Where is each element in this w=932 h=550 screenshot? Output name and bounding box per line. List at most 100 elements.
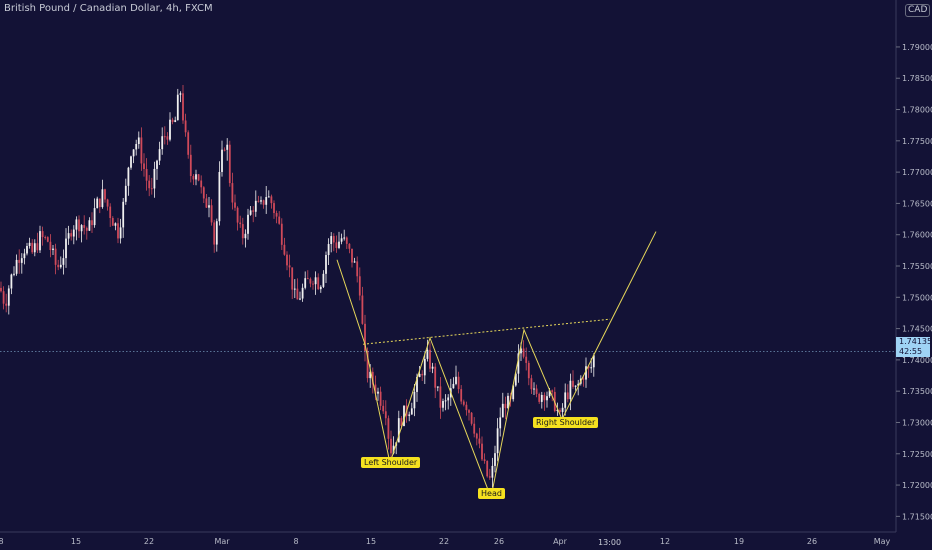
- candle[interactable]: [390, 430, 392, 461]
- candle[interactable]: [182, 84, 184, 124]
- candle[interactable]: [241, 217, 244, 245]
- candle[interactable]: [286, 251, 288, 271]
- candle[interactable]: [101, 179, 104, 209]
- candle[interactable]: [0, 281, 2, 293]
- candle[interactable]: [130, 155, 132, 170]
- candle[interactable]: [351, 248, 353, 268]
- candle[interactable]: [124, 178, 127, 205]
- candle[interactable]: [296, 278, 299, 300]
- candle[interactable]: [62, 249, 65, 275]
- candle[interactable]: [530, 374, 533, 395]
- candle[interactable]: [18, 249, 21, 274]
- candle[interactable]: [514, 372, 517, 387]
- candle[interactable]: [540, 391, 543, 409]
- candle[interactable]: [273, 200, 275, 219]
- candle[interactable]: [70, 229, 73, 241]
- candle[interactable]: [564, 383, 567, 416]
- head-label[interactable]: Head: [478, 488, 505, 499]
- candle[interactable]: [434, 363, 437, 399]
- candle[interactable]: [267, 190, 270, 198]
- candle[interactable]: [57, 259, 60, 271]
- candle[interactable]: [379, 386, 382, 411]
- candle[interactable]: [408, 411, 411, 422]
- candle[interactable]: [41, 226, 44, 246]
- candle[interactable]: [507, 392, 509, 409]
- candle[interactable]: [343, 229, 346, 241]
- candle[interactable]: [293, 279, 296, 299]
- candle[interactable]: [475, 432, 478, 446]
- candle[interactable]: [306, 270, 309, 280]
- candle[interactable]: [132, 149, 135, 164]
- candle[interactable]: [319, 285, 322, 293]
- candle[interactable]: [20, 253, 23, 274]
- candle[interactable]: [338, 231, 340, 250]
- candle[interactable]: [208, 197, 210, 218]
- candle[interactable]: [213, 219, 216, 253]
- candle[interactable]: [572, 370, 574, 389]
- candle[interactable]: [46, 236, 49, 243]
- candle[interactable]: [156, 159, 158, 180]
- candle[interactable]: [75, 216, 78, 241]
- candle[interactable]: [457, 371, 460, 394]
- candle[interactable]: [317, 273, 320, 291]
- candle[interactable]: [228, 140, 231, 187]
- candle[interactable]: [275, 210, 278, 224]
- candle[interactable]: [270, 194, 273, 209]
- candle[interactable]: [494, 445, 496, 473]
- candle[interactable]: [587, 364, 590, 378]
- candle[interactable]: [106, 198, 109, 211]
- candle[interactable]: [525, 347, 528, 371]
- candle[interactable]: [384, 400, 387, 426]
- candle[interactable]: [345, 236, 348, 249]
- candle[interactable]: [36, 232, 39, 253]
- candle[interactable]: [226, 138, 229, 161]
- candle[interactable]: [72, 225, 75, 245]
- candle[interactable]: [481, 436, 483, 462]
- candle[interactable]: [249, 206, 252, 216]
- candle[interactable]: [265, 186, 268, 214]
- candle[interactable]: [262, 199, 265, 209]
- candle[interactable]: [288, 254, 291, 278]
- candle[interactable]: [26, 242, 28, 256]
- candle[interactable]: [205, 194, 208, 208]
- candle[interactable]: [504, 396, 507, 420]
- candle[interactable]: [436, 386, 439, 392]
- candle[interactable]: [260, 196, 262, 205]
- candle[interactable]: [314, 271, 317, 295]
- candle[interactable]: [13, 266, 15, 277]
- candle[interactable]: [169, 112, 171, 142]
- candle[interactable]: [33, 239, 36, 257]
- candle[interactable]: [527, 360, 530, 386]
- candle[interactable]: [517, 344, 520, 383]
- candle[interactable]: [202, 186, 205, 204]
- right-shoulder-label[interactable]: Right Shoulder: [533, 417, 599, 428]
- candle[interactable]: [470, 411, 473, 426]
- candle[interactable]: [78, 215, 80, 238]
- candle[interactable]: [439, 377, 442, 419]
- candle[interactable]: [161, 127, 164, 155]
- candle[interactable]: [574, 385, 577, 391]
- candle[interactable]: [462, 399, 465, 407]
- candle[interactable]: [423, 352, 426, 385]
- candle[interactable]: [483, 453, 486, 464]
- candle[interactable]: [358, 267, 361, 301]
- candle[interactable]: [10, 273, 13, 295]
- candle[interactable]: [460, 385, 463, 405]
- candle[interactable]: [109, 203, 112, 227]
- candle[interactable]: [135, 139, 138, 156]
- candle[interactable]: [215, 218, 218, 252]
- candle[interactable]: [322, 270, 325, 288]
- candle[interactable]: [244, 229, 247, 248]
- candle[interactable]: [335, 235, 338, 253]
- candle[interactable]: [535, 384, 538, 398]
- candle[interactable]: [410, 402, 413, 415]
- candle[interactable]: [5, 293, 8, 313]
- candle[interactable]: [444, 394, 447, 411]
- candle[interactable]: [119, 218, 122, 244]
- candle[interactable]: [140, 127, 143, 171]
- candle[interactable]: [2, 286, 5, 310]
- candle[interactable]: [522, 340, 525, 359]
- candle[interactable]: [114, 222, 117, 231]
- candle[interactable]: [184, 113, 187, 137]
- candle[interactable]: [499, 407, 502, 437]
